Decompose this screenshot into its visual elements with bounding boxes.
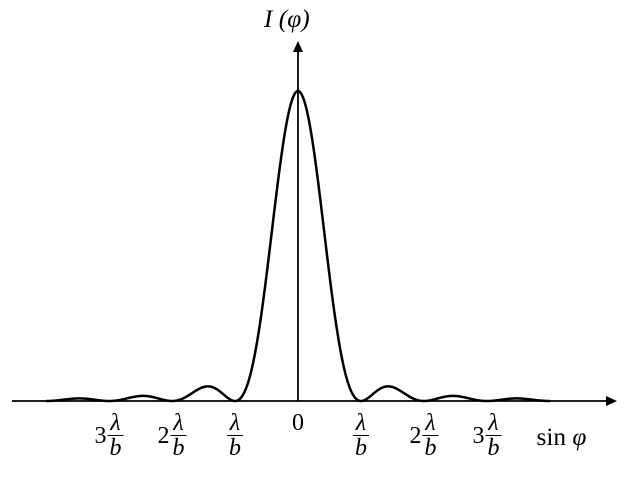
x-axis-arrow (606, 396, 617, 406)
x-tick--2: 2λb (158, 411, 187, 460)
x-tick--3: 3λb (95, 411, 124, 460)
y-axis-arrow (293, 41, 303, 52)
x-tick-3: 3λb (473, 411, 502, 460)
x-tick-0: 0 (292, 411, 304, 435)
x-axis-label: sin φ (537, 423, 587, 452)
y-axis-label: I (φ) (264, 5, 310, 34)
x-tick-1: λb (353, 411, 369, 460)
x-tick-2: 2λb (410, 411, 439, 460)
x-tick--1: λb (227, 411, 243, 460)
